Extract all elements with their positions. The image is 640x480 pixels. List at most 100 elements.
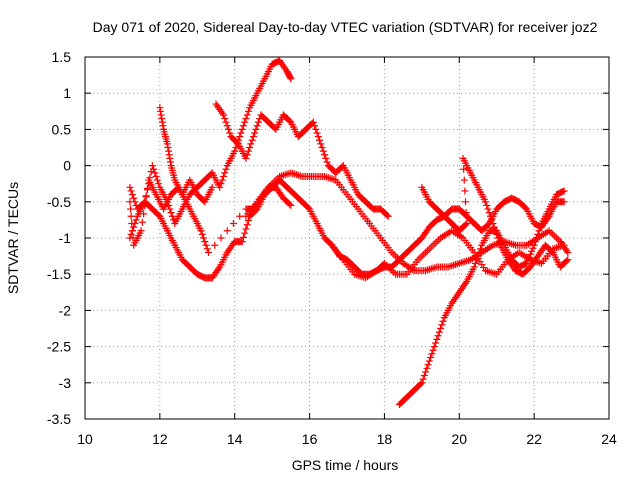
data-point — [493, 230, 501, 238]
data-point — [548, 247, 556, 255]
data-point — [164, 144, 172, 151]
series-track-i — [126, 176, 295, 256]
data-point — [461, 187, 469, 195]
data-point — [251, 129, 259, 137]
data-point — [243, 111, 251, 119]
data-point — [535, 227, 543, 235]
data-point — [219, 172, 227, 180]
data-point — [221, 115, 229, 123]
y-tick-label: -0.5 — [47, 194, 71, 210]
x-tick-label: 12 — [152, 431, 168, 447]
data-point — [138, 218, 146, 226]
data-point — [286, 74, 294, 82]
data-point — [243, 151, 251, 159]
data-point — [223, 122, 231, 130]
y-tick-label: 1.5 — [52, 49, 72, 65]
data-point — [309, 118, 317, 126]
y-axis-label: SDTVAR / TECUs — [5, 182, 21, 294]
data-point — [316, 136, 324, 144]
series-track-b — [156, 104, 216, 206]
data-point — [152, 172, 160, 180]
data-point — [321, 151, 329, 159]
data-point — [423, 364, 431, 372]
data-point — [128, 227, 136, 235]
data-point — [563, 257, 571, 265]
data-point — [526, 250, 534, 258]
data-point — [200, 234, 208, 242]
data-point — [462, 198, 470, 206]
data-point — [167, 209, 175, 217]
data-point — [166, 205, 174, 213]
y-tick-label: -1.5 — [47, 266, 71, 282]
data-point — [242, 225, 250, 233]
data-point — [475, 248, 483, 256]
data-point — [528, 247, 536, 255]
data-point — [168, 212, 176, 220]
data-point — [148, 162, 156, 170]
data-point — [481, 198, 489, 206]
data-point — [239, 233, 247, 241]
data-point — [439, 317, 447, 325]
data-point — [383, 211, 391, 219]
y-tick-label: -2 — [59, 302, 72, 318]
data-point — [232, 144, 240, 151]
series-track-d — [126, 176, 568, 282]
data-point — [137, 227, 145, 235]
data-point — [222, 165, 230, 173]
data-point — [287, 201, 295, 209]
data-points — [126, 57, 572, 409]
x-tick-label: 18 — [377, 431, 393, 447]
data-point — [141, 201, 149, 209]
data-point — [489, 220, 497, 228]
data-point — [166, 158, 174, 166]
series-track-e — [242, 169, 572, 275]
data-point — [420, 372, 428, 380]
data-point — [155, 180, 163, 188]
data-point — [484, 205, 492, 213]
x-tick-label: 10 — [77, 431, 93, 447]
data-point — [495, 238, 503, 246]
data-point — [559, 188, 567, 196]
data-point — [490, 223, 498, 231]
y-tick-label: -1 — [59, 230, 72, 246]
data-point — [222, 118, 230, 126]
data-point — [418, 379, 426, 387]
data-point — [208, 183, 216, 191]
data-point — [319, 147, 327, 155]
data-point — [201, 238, 209, 246]
data-point — [485, 209, 493, 217]
data-point — [217, 234, 225, 242]
series-track-a — [126, 57, 295, 228]
data-point — [224, 125, 232, 133]
data-point — [237, 129, 245, 137]
data-point — [127, 212, 135, 220]
y-tick-label: 1 — [63, 85, 71, 101]
data-point — [157, 111, 165, 119]
data-point — [379, 261, 387, 269]
data-point — [130, 194, 138, 202]
data-point — [433, 335, 441, 343]
data-point — [151, 169, 159, 177]
data-point — [247, 140, 255, 148]
data-point — [488, 216, 496, 224]
data-point — [165, 151, 173, 159]
data-point — [438, 321, 446, 329]
x-ticks: 10 12 14 16 18 20 22 24 — [77, 57, 617, 447]
data-point — [126, 198, 134, 206]
x-tick-label: 24 — [601, 431, 617, 447]
x-tick-label: 20 — [451, 431, 467, 447]
data-point — [153, 176, 161, 184]
data-point — [484, 221, 492, 229]
data-point — [427, 353, 435, 361]
data-point — [127, 187, 135, 195]
data-point — [249, 133, 257, 141]
data-point — [564, 256, 572, 264]
data-point — [491, 227, 499, 235]
data-point — [463, 220, 471, 228]
data-point — [155, 211, 163, 219]
data-point — [211, 241, 219, 249]
data-point — [217, 180, 225, 188]
data-point — [203, 245, 211, 253]
data-point — [564, 248, 572, 256]
